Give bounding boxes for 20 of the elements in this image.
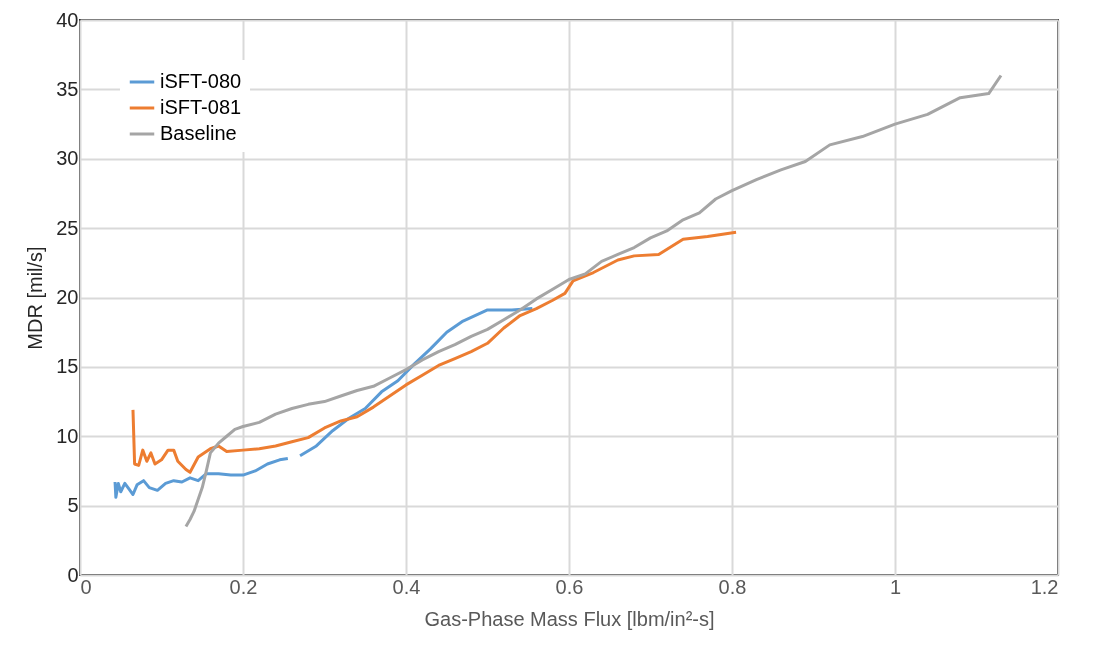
y-tick-label: 35 (56, 77, 79, 100)
x-tick-label: 1 (889, 575, 902, 598)
y-tick-label: 30 (56, 147, 79, 170)
x-tick-label: 1.2 (1030, 575, 1059, 598)
legend-label: iSFT-081 (160, 96, 242, 118)
line-series (131, 230, 738, 474)
x-tick-label: 0.4 (392, 575, 421, 598)
legend-label: Baseline (160, 122, 237, 144)
y-tick-label: 20 (56, 286, 79, 308)
y-tick-label: 40 (56, 8, 79, 31)
y-tick-label: 10 (56, 424, 79, 447)
legend-label: iSFT-080 (160, 70, 242, 92)
y-tick-label: 5 (67, 494, 79, 517)
x-axis-title: Gas-Phase Mass Flux [lbm/in²-s] (424, 607, 715, 630)
x-tick-label: 0.6 (555, 575, 584, 598)
y-axis-title: MDR [mil/s] (24, 246, 47, 350)
y-tick-label: 15 (56, 355, 79, 378)
y-tick-label: 25 (56, 216, 79, 239)
x-tick-label: 0.2 (229, 575, 258, 598)
x-tick-label: 0.8 (718, 575, 747, 598)
